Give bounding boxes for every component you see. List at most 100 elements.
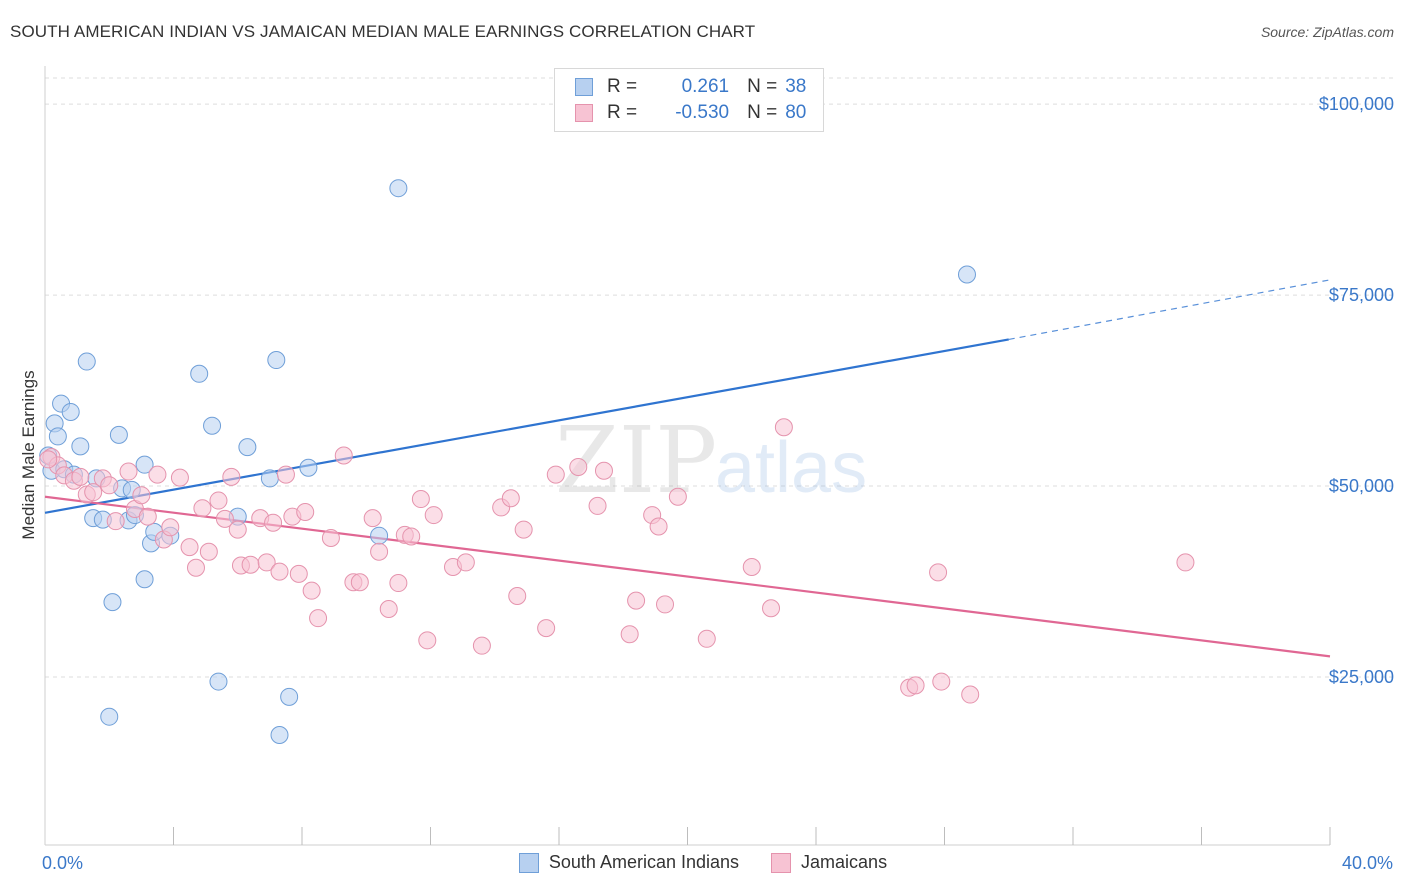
x-tick-label: 40.0% — [1342, 853, 1393, 873]
r-label: R = — [607, 102, 638, 123]
pink-data-point — [774, 418, 793, 437]
pink-swatch — [771, 852, 792, 873]
pink-data-point — [222, 467, 241, 486]
pink-data-point — [309, 609, 328, 628]
pink-data-point — [762, 599, 781, 618]
y-tick-label: $100,000 — [1319, 94, 1394, 114]
legend-row-pink: R = -0.530 N = 80 — [575, 101, 806, 125]
legend-item-jamaicans: Jamaicans — [771, 852, 887, 873]
blue-data-point — [209, 672, 228, 691]
n-value: 38 — [785, 76, 807, 97]
blue-data-point — [370, 526, 389, 545]
y-tick-labels: $25,000 $50,000 $75,000 $100,000 — [1319, 94, 1394, 687]
legend-row-blue: R = 0.261 N = 38 — [575, 75, 806, 99]
pink-data-point — [100, 476, 119, 495]
blue-data-point — [61, 402, 80, 421]
legend-label: Jamaicans — [801, 852, 888, 872]
pink-data-point — [257, 553, 276, 572]
pink-data-point — [296, 503, 315, 522]
pink-data-point — [302, 581, 321, 600]
pink-data-point — [228, 520, 247, 539]
pink-data-point — [588, 496, 607, 515]
blue-data-point — [957, 265, 976, 284]
correlation-legend: R = 0.261 N = 38 R = -0.530 N = 80 — [554, 68, 824, 132]
blue-data-point — [299, 458, 318, 477]
pink-data-point — [472, 636, 491, 655]
pink-swatch — [575, 104, 593, 122]
pink-data-point — [276, 465, 295, 484]
pink-data-point — [929, 563, 948, 582]
pink-data-point — [148, 465, 167, 484]
gridlines — [45, 77, 1395, 678]
data-points — [39, 179, 1195, 745]
pink-data-point — [649, 517, 668, 536]
blue-data-point — [267, 351, 286, 370]
pink-data-point — [370, 542, 389, 561]
blue-data-point — [280, 687, 299, 706]
pink-data-point — [508, 587, 527, 606]
pink-data-point — [132, 486, 151, 505]
y-tick-label: $75,000 — [1329, 285, 1394, 305]
pink-data-point — [379, 600, 398, 619]
pink-data-point — [161, 518, 180, 537]
blue-trend-line — [44, 338, 1009, 514]
watermark-atlas: atlas — [715, 428, 867, 508]
blue-data-point — [77, 352, 96, 371]
pink-data-point — [39, 450, 58, 469]
r-label: R = — [607, 76, 638, 97]
blue-swatch — [575, 78, 593, 96]
r-value: -0.530 — [675, 102, 730, 123]
series-legend: South American Indians Jamaicans — [0, 852, 1406, 873]
pink-data-point — [961, 685, 980, 704]
pink-data-point — [264, 513, 283, 532]
pink-data-point — [402, 527, 421, 546]
n-label: N = — [747, 76, 778, 97]
pink-data-point — [742, 558, 761, 577]
blue-data-point — [238, 438, 257, 457]
pink-data-point — [106, 512, 125, 531]
legend-item-south-american-indians: South American Indians — [518, 852, 740, 873]
blue-data-point — [270, 726, 289, 745]
blue-data-point — [190, 364, 209, 383]
n-value: 80 — [785, 102, 807, 123]
blue-trend-extension — [1008, 279, 1331, 341]
blue-data-point — [135, 570, 154, 589]
chart-title: SOUTH AMERICAN INDIAN VS JAMAICAN MEDIAN… — [10, 22, 756, 41]
x-tick-label: 0.0% — [42, 853, 83, 873]
pink-data-point — [656, 595, 675, 614]
pink-data-point — [411, 490, 430, 509]
source-credit: Source: ZipAtlas.com — [1260, 24, 1394, 40]
blue-data-point — [48, 427, 67, 446]
blue-swatch — [518, 852, 539, 873]
pink-data-point — [537, 619, 556, 638]
pink-data-point — [350, 573, 369, 592]
pink-data-point — [514, 520, 533, 539]
pink-data-point — [546, 465, 565, 484]
y-tick-label: $25,000 — [1329, 667, 1394, 687]
r-value: 0.261 — [681, 76, 730, 97]
pink-data-point — [932, 672, 951, 691]
pink-data-point — [334, 446, 353, 465]
pink-data-point — [71, 467, 90, 486]
pink-data-point — [697, 629, 716, 648]
pink-data-point — [569, 457, 588, 476]
pink-data-point — [119, 462, 138, 481]
blue-data-point — [103, 593, 122, 612]
n-label: N = — [747, 102, 778, 123]
pink-data-point — [363, 509, 382, 528]
y-tick-label: $50,000 — [1329, 476, 1394, 496]
pink-data-point — [199, 542, 218, 561]
pink-data-point — [906, 676, 925, 695]
legend-label: South American Indians — [548, 852, 740, 872]
pink-data-point — [180, 538, 199, 557]
pink-data-point — [138, 507, 157, 526]
pink-data-point — [627, 591, 646, 610]
blue-data-point — [109, 425, 128, 444]
pink-data-point — [456, 553, 475, 572]
pink-data-point — [668, 487, 687, 506]
x-tick-labels: 0.0% 40.0% — [42, 853, 1393, 873]
pink-data-point — [321, 528, 340, 547]
watermark: ZIP atlas — [555, 407, 867, 514]
blue-data-point — [260, 469, 279, 488]
